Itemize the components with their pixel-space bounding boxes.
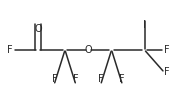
Text: F: F — [164, 67, 170, 77]
Text: F: F — [52, 74, 57, 84]
Text: F: F — [7, 45, 13, 55]
Text: F: F — [98, 74, 104, 84]
Text: O: O — [34, 24, 42, 34]
Text: F: F — [120, 74, 125, 84]
Text: F: F — [164, 45, 170, 55]
Text: O: O — [84, 45, 92, 55]
Text: F: F — [73, 74, 78, 84]
Text: I: I — [143, 20, 146, 30]
